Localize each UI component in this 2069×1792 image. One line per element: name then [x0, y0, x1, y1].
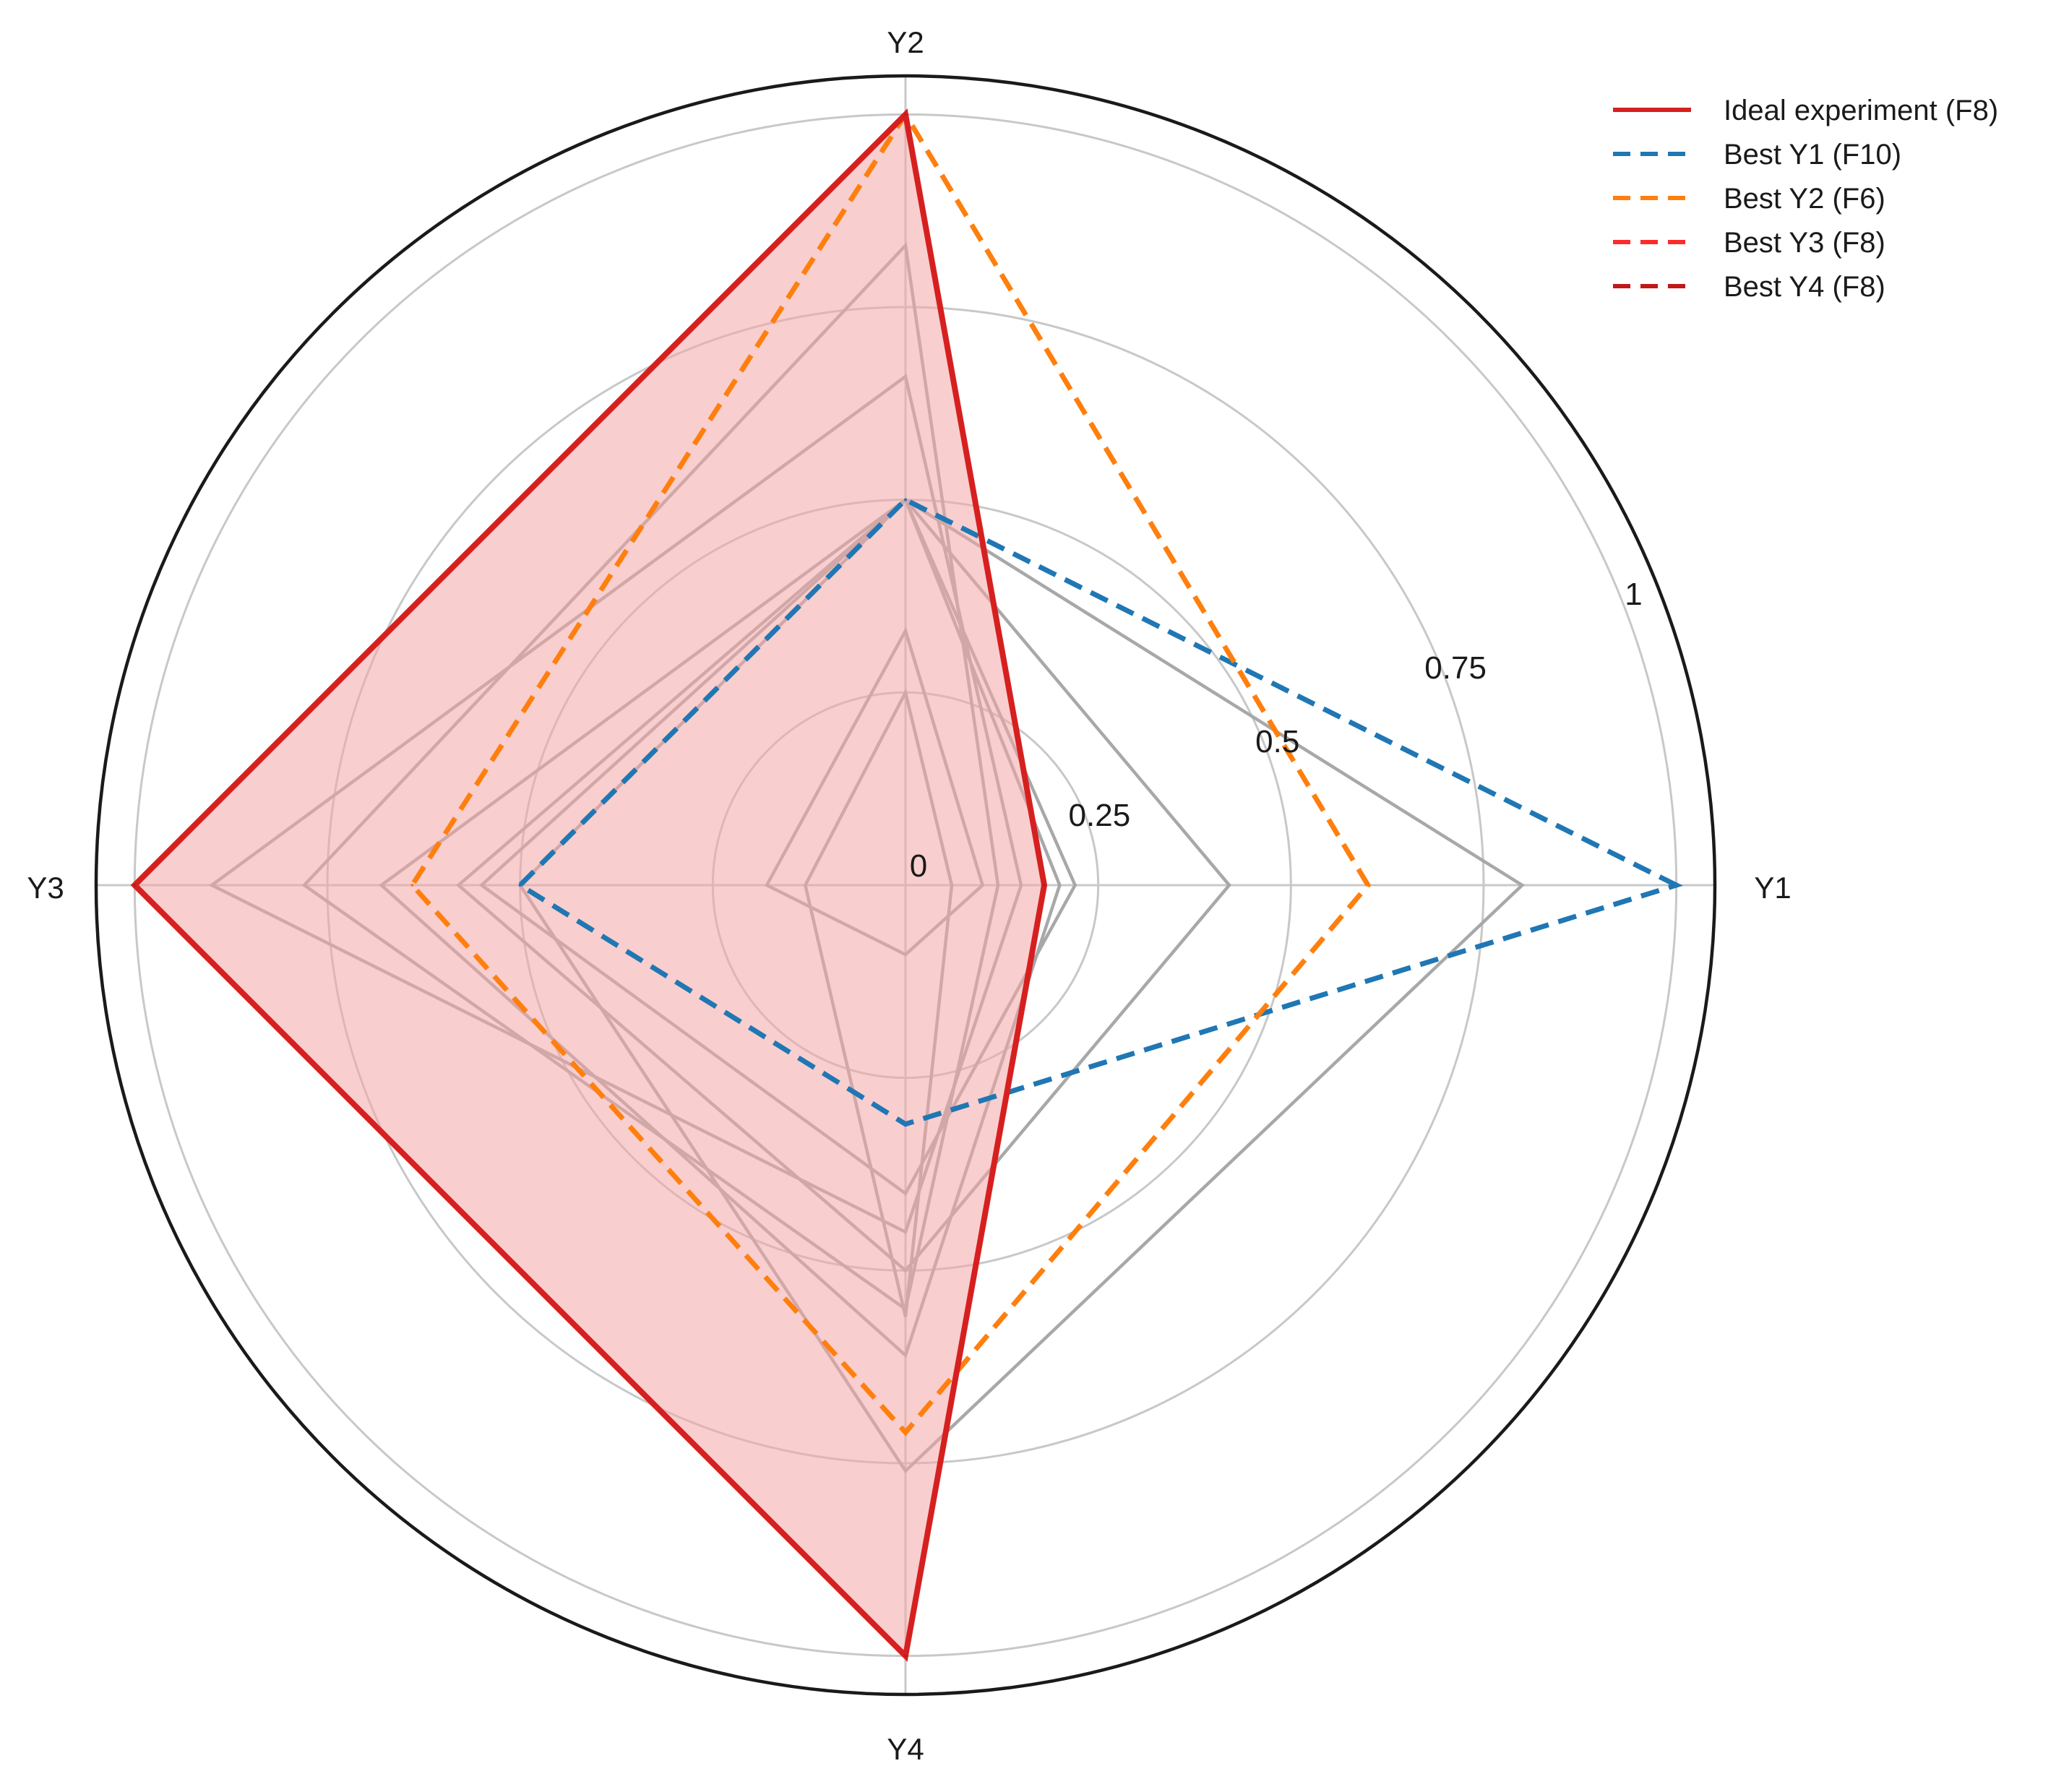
point-best-y1-f10-y4	[904, 1122, 907, 1126]
point-best-y2-f6-y4	[904, 1431, 907, 1434]
series-fill-ideal-experiment-f8	[134, 114, 1044, 1656]
radial-tick-label-0-75: 0.75	[1424, 650, 1487, 686]
legend-label-best-y1-f10: Best Y1 (F10)	[1724, 139, 1901, 171]
point-best-y4-f8-y2	[904, 113, 907, 116]
radial-tick-label-0: 0	[910, 848, 927, 884]
frame-layer	[94, 74, 1717, 1697]
point-best-y4-f8-y4	[904, 1654, 907, 1658]
point-best-y4-f8-y3	[133, 884, 137, 887]
point-best-y2-f6-y1	[1367, 884, 1369, 887]
point-best-y4-f8-y1	[1043, 884, 1046, 887]
legend: Ideal experiment (F8) Best Y1 (F10) Best Y…	[1613, 95, 1998, 303]
series-line-best-y2-f6	[408, 109, 1372, 1436]
axis-label-y3: Y3	[27, 871, 64, 905]
legend-label-best-y3-f8: Best Y3 (F8)	[1724, 227, 1885, 259]
radial-tick-label-0-5: 0.5	[1255, 724, 1299, 759]
axis-label-y2: Y2	[887, 25, 924, 59]
series-layer	[130, 108, 1684, 1662]
legend-label-ideal-experiment-f8: Ideal experiment (F8)	[1724, 95, 1998, 126]
label-layer: Y1 Y2 Y3 Y4 0 0.25 0.5 0.75 1	[27, 25, 1791, 1766]
radial-tick-label-1: 1	[1625, 577, 1642, 612]
point-best-y2-f6-y3	[410, 884, 414, 887]
legend-label-best-y4-f8: Best Y4 (F8)	[1724, 271, 1885, 303]
axis-label-y4: Y4	[887, 1732, 924, 1766]
point-best-y1-f10-y3	[518, 884, 522, 887]
point-best-y1-f10-y1	[1674, 884, 1678, 887]
point-best-y1-f10-y2	[904, 498, 907, 501]
legend-label-best-y2-f6: Best Y2 (F6)	[1724, 183, 1885, 215]
axis-label-y1: Y1	[1754, 871, 1791, 905]
radial-tick-label-0-25: 0.25	[1069, 798, 1131, 833]
outer-frame-circle	[94, 74, 1717, 1697]
